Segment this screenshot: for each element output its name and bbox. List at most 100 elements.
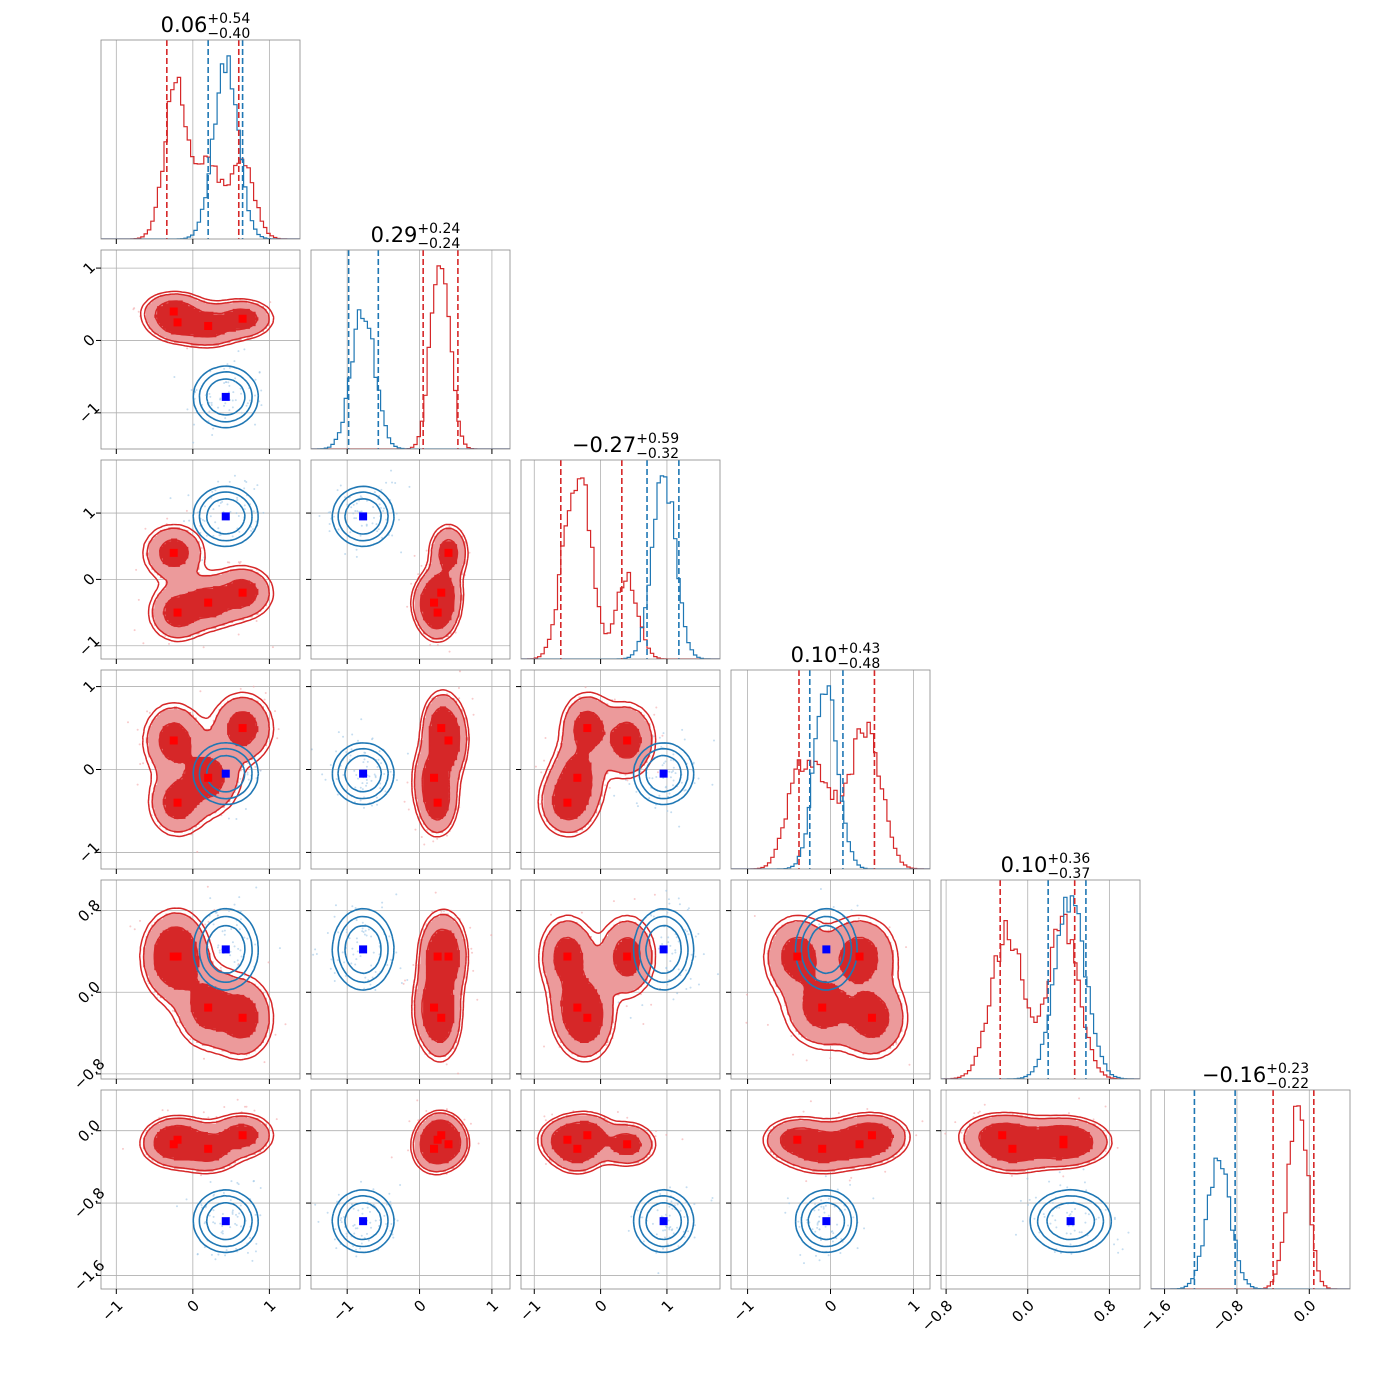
blue-sample-point bbox=[315, 953, 318, 956]
red-sample-point bbox=[284, 1023, 287, 1026]
blue-sample-point bbox=[228, 366, 231, 369]
blue-contour bbox=[632, 908, 695, 991]
blue-sample-point bbox=[236, 496, 239, 499]
red-sample-point bbox=[837, 1112, 840, 1115]
blue-sample-point bbox=[209, 395, 212, 398]
red-truth-marker bbox=[433, 1135, 442, 1144]
blue-contour bbox=[1036, 1195, 1105, 1248]
blue-sample-point bbox=[669, 944, 672, 947]
red-contour bbox=[139, 290, 275, 349]
blue-sample-point bbox=[1066, 1186, 1069, 1189]
blue-sample-point bbox=[256, 484, 259, 487]
blue-sample-point bbox=[820, 1205, 823, 1208]
red-sample-point bbox=[402, 982, 405, 985]
blue-sample-point bbox=[672, 766, 675, 769]
red-fill-inner bbox=[781, 1123, 894, 1164]
x-tick-label: 0 bbox=[821, 1297, 840, 1316]
blue-sample-point bbox=[635, 802, 638, 805]
blue-sample-point bbox=[239, 910, 242, 913]
blue-sample-point bbox=[656, 1209, 659, 1212]
blue-sample-point bbox=[378, 750, 381, 753]
blue-contour bbox=[800, 1195, 853, 1248]
blue-sample-point bbox=[169, 497, 172, 500]
blue-sample-point bbox=[1051, 1201, 1054, 1204]
blue-sample-point bbox=[352, 503, 355, 506]
blue-sample-point bbox=[1065, 1232, 1068, 1235]
red-sample-point bbox=[476, 998, 479, 1001]
blue-sample-point bbox=[217, 527, 220, 530]
blue-sample-point bbox=[252, 1180, 255, 1183]
blue-sample-point bbox=[686, 930, 689, 933]
red-contour bbox=[411, 689, 470, 838]
blue-sample-point bbox=[641, 1004, 644, 1007]
red-truth-marker bbox=[793, 952, 802, 961]
blue-sample-point bbox=[235, 818, 238, 821]
blue-sample-point bbox=[236, 1215, 239, 1218]
blue-sample-point bbox=[1066, 1211, 1069, 1214]
blue-sample-point bbox=[254, 1250, 257, 1253]
blue-sample-point bbox=[212, 1209, 215, 1212]
blue-sample-point bbox=[217, 1253, 220, 1256]
blue-sample-point bbox=[233, 903, 236, 906]
contour-panel bbox=[311, 670, 510, 869]
blue-sample-point bbox=[238, 928, 241, 931]
red-truth-marker bbox=[444, 548, 453, 557]
blue-sample-point bbox=[356, 739, 359, 742]
blue-sample-point bbox=[664, 786, 667, 789]
blue-sample-point bbox=[337, 528, 340, 531]
blue-sample-point bbox=[666, 1243, 669, 1246]
blue-sample-point bbox=[370, 1226, 373, 1229]
blue-contour bbox=[632, 1188, 695, 1254]
blue-sample-point bbox=[1113, 1216, 1116, 1219]
red-sample-point bbox=[207, 1116, 210, 1119]
contour-panel bbox=[311, 460, 510, 659]
blue-sample-point bbox=[662, 732, 665, 735]
red-sample-point bbox=[908, 1063, 911, 1066]
blue-sample-point bbox=[1085, 1189, 1088, 1192]
blue-sample-point bbox=[693, 1236, 696, 1239]
blue-sample-point bbox=[355, 958, 358, 961]
red-sample-point bbox=[884, 1170, 887, 1173]
blue-sample-point bbox=[683, 1235, 686, 1238]
blue-sample-point bbox=[375, 523, 378, 526]
red-sample-point bbox=[133, 928, 136, 931]
blue-sample-point bbox=[1021, 1220, 1024, 1223]
red-contour bbox=[537, 691, 657, 838]
red-truth-marker bbox=[204, 773, 213, 782]
blue-sample-point bbox=[667, 1219, 670, 1222]
blue-sample-point bbox=[636, 805, 639, 808]
blue-sample-point bbox=[831, 1240, 834, 1243]
blue-sample-point bbox=[175, 1205, 178, 1208]
red-fill-outer bbox=[143, 1115, 270, 1172]
red-sample-point bbox=[477, 1142, 480, 1145]
contour-panel bbox=[101, 460, 300, 659]
blue-sample-point bbox=[239, 777, 242, 780]
red-contour bbox=[963, 1114, 1108, 1172]
y-tick-label: 0 bbox=[79, 570, 98, 589]
blue-sample-point bbox=[786, 1197, 789, 1200]
blue-sample-point bbox=[339, 1219, 342, 1222]
red-sample-point bbox=[425, 549, 428, 552]
blue-sample-point bbox=[379, 506, 382, 509]
blue-sample-point bbox=[245, 480, 248, 483]
blue-sample-point bbox=[337, 1193, 340, 1196]
blue-sample-point bbox=[364, 751, 367, 754]
blue-sample-point bbox=[361, 927, 364, 930]
red-sample-point bbox=[471, 697, 474, 700]
blue-sample-point bbox=[246, 771, 249, 774]
blue-sample-point bbox=[212, 508, 215, 511]
red-sample-point bbox=[604, 784, 607, 787]
blue-sample-point bbox=[212, 1215, 215, 1218]
red-sample-point bbox=[445, 1108, 448, 1111]
blue-sample-point bbox=[217, 480, 220, 483]
blue-truth-marker bbox=[221, 1217, 230, 1226]
red-truth-marker bbox=[573, 773, 582, 782]
blue-sample-point bbox=[820, 1238, 823, 1241]
blue-sample-point bbox=[255, 1242, 258, 1245]
blue-sample-point bbox=[340, 1217, 343, 1220]
blue-sample-point bbox=[654, 806, 657, 809]
blue-sample-point bbox=[1117, 1251, 1120, 1254]
blue-sample-point bbox=[254, 423, 257, 426]
red-sample-point bbox=[1062, 1175, 1065, 1178]
red-sample-point bbox=[1010, 1174, 1013, 1177]
